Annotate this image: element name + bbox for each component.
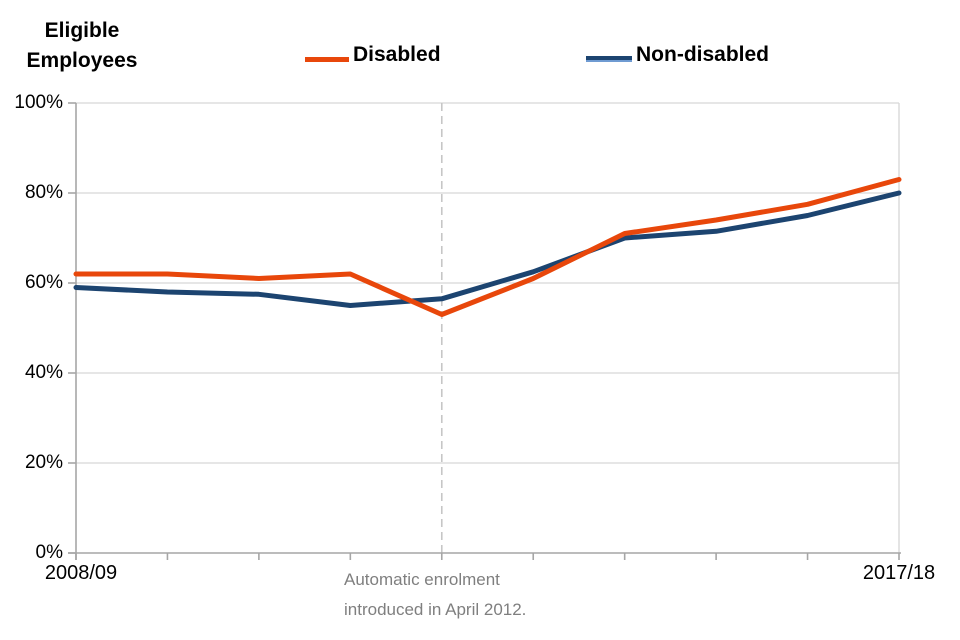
legend-label-disabled: Disabled [353, 43, 441, 66]
y-tick-80: 80% [24, 182, 63, 203]
annotation-automatic-enrolment: Automatic enrolment introduced in April … [344, 565, 526, 625]
legend-swatch-disabled-icon [305, 57, 349, 62]
non-disabled-line [73, 190, 902, 308]
y-axis-title-line2: Employees [26, 49, 138, 72]
legend-label-non-disabled: Non-disabled [636, 43, 770, 66]
y-tick-60: 60% [24, 272, 63, 293]
annotation-line1: Automatic enrolment [344, 570, 500, 589]
legend-swatch-non-disabled-icon [586, 56, 632, 62]
disabled-line [73, 177, 902, 317]
y-tick-100: 100% [14, 92, 63, 113]
x-tick-first: 2008/09 [44, 562, 118, 584]
y-tick-0: 0% [35, 542, 63, 563]
y-axis-title: Eligible Employees [6, 16, 158, 76]
y-tick-20: 20% [24, 452, 63, 473]
x-tick-last: 2017/18 [862, 562, 936, 584]
annotation-line2: introduced in April 2012. [344, 600, 527, 619]
y-axis-title-line1: Eligible [44, 19, 120, 42]
y-tick-40: 40% [24, 362, 63, 383]
